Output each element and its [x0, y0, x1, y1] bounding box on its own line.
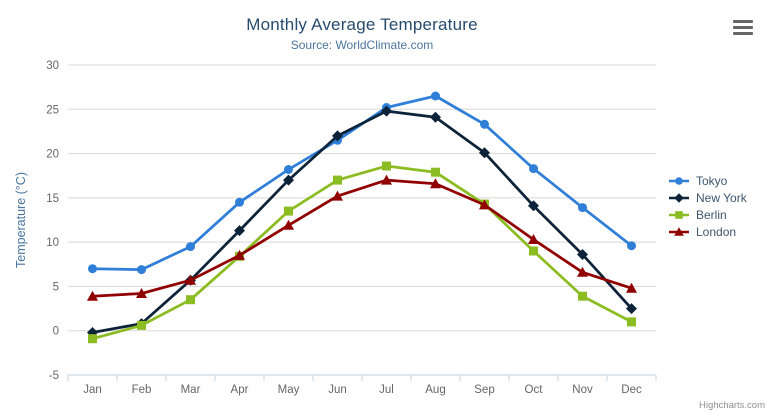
data-point-triangle[interactable]	[332, 190, 343, 201]
data-point-square[interactable]	[627, 317, 636, 327]
hamburger-icon	[733, 20, 753, 24]
data-point-triangle	[674, 227, 684, 236]
data-point-circle[interactable]	[186, 242, 195, 252]
data-point-square[interactable]	[333, 175, 342, 185]
x-tick-label: Dec	[621, 384, 642, 396]
x-tick-label: Sep	[474, 384, 494, 396]
legend-item-london[interactable]: London	[668, 225, 747, 239]
data-point-diamond[interactable]	[528, 200, 539, 212]
legend-label: London	[696, 225, 737, 239]
legend-marker-diamond-icon	[669, 193, 689, 203]
data-point-diamond	[674, 193, 684, 203]
chart-title: Monthly Average Temperature	[246, 15, 478, 34]
data-point-square[interactable]	[186, 295, 195, 305]
x-tick-label: Jul	[379, 384, 394, 396]
data-point-square[interactable]	[578, 291, 587, 301]
y-tick-label: 30	[46, 60, 59, 72]
x-tick-label: May	[278, 384, 300, 396]
data-point-square[interactable]	[529, 246, 538, 256]
data-point-triangle[interactable]	[185, 274, 196, 285]
x-tick-label: Apr	[231, 384, 249, 396]
data-point-square[interactable]	[431, 167, 440, 177]
legend-item-tokyo[interactable]: Tokyo	[668, 174, 747, 188]
data-point-circle[interactable]	[137, 265, 146, 275]
x-tick-label: Aug	[425, 384, 445, 396]
x-tick-label: Jan	[83, 384, 102, 396]
y-tick-label: 5	[53, 281, 59, 293]
data-point-triangle[interactable]	[234, 249, 245, 260]
y-tick-label: 20	[46, 149, 59, 161]
data-point-circle[interactable]	[235, 197, 244, 207]
y-tick-label: 10	[46, 237, 59, 249]
x-tick-label: Jun	[328, 384, 347, 396]
data-point-diamond[interactable]	[381, 105, 392, 117]
data-point-triangle[interactable]	[381, 174, 392, 185]
data-point-square[interactable]	[137, 320, 146, 330]
legend-item-new-york[interactable]: New York	[668, 191, 747, 205]
legend-marker-triangle-icon	[669, 227, 689, 236]
data-point-circle[interactable]	[578, 203, 587, 213]
data-point-circle[interactable]	[480, 119, 489, 129]
x-tick-label: Mar	[181, 384, 201, 396]
data-point-diamond[interactable]	[430, 111, 441, 123]
data-point-square[interactable]	[88, 334, 97, 344]
legend-label: New York	[696, 191, 747, 205]
data-point-circle[interactable]	[627, 241, 636, 251]
data-point-diamond[interactable]	[577, 249, 588, 260]
legend-label: Tokyo	[696, 174, 728, 188]
data-point-circle[interactable]	[431, 91, 440, 101]
data-point-diamond[interactable]	[626, 303, 637, 315]
x-tick-label: Nov	[572, 384, 593, 396]
series-new-york[interactable]	[87, 105, 637, 338]
data-point-triangle[interactable]	[528, 234, 539, 244]
data-point-circle[interactable]	[284, 165, 293, 174]
data-point-triangle[interactable]	[479, 199, 490, 210]
data-point-triangle[interactable]	[626, 282, 637, 293]
data-point-square[interactable]	[284, 206, 293, 216]
data-point-triangle[interactable]	[577, 266, 588, 277]
data-point-triangle[interactable]	[87, 290, 98, 301]
y-tick-label: 0	[53, 326, 59, 338]
series-london[interactable]	[87, 174, 637, 301]
data-point-circle	[675, 177, 683, 185]
y-tick-label: 25	[46, 104, 59, 116]
y-axis-title: Temperature (°C)	[14, 172, 28, 268]
hamburger-icon	[733, 31, 753, 35]
hamburger-icon	[733, 25, 753, 30]
credits-link[interactable]: Highcharts.com	[699, 400, 765, 411]
series-tokyo[interactable]	[88, 91, 636, 275]
legend-label: Berlin	[696, 208, 727, 222]
data-point-circle[interactable]	[88, 264, 97, 274]
data-point-diamond[interactable]	[332, 130, 343, 142]
legend-marker-square-icon	[669, 211, 689, 219]
y-tick-label: -5	[49, 370, 59, 382]
legend: Tokyo New York Berlin London	[668, 174, 747, 239]
x-tick-label: Oct	[525, 384, 544, 396]
legend-item-berlin[interactable]: Berlin	[668, 208, 747, 222]
legend-marker-circle-icon	[669, 177, 689, 185]
x-tick-label: Feb	[132, 384, 152, 396]
data-point-square	[675, 211, 683, 219]
chart-subtitle: Source: WorldClimate.com	[290, 38, 434, 52]
data-point-square[interactable]	[382, 161, 391, 171]
data-point-circle[interactable]	[529, 164, 538, 174]
y-tick-label: 15	[46, 193, 59, 205]
data-point-triangle[interactable]	[136, 288, 147, 298]
data-point-diamond[interactable]	[283, 174, 294, 186]
data-point-diamond[interactable]	[479, 147, 490, 159]
data-point-triangle[interactable]	[283, 219, 294, 230]
data-point-diamond[interactable]	[234, 225, 245, 237]
data-point-triangle[interactable]	[430, 178, 441, 189]
context-menu-button[interactable]	[733, 20, 753, 35]
